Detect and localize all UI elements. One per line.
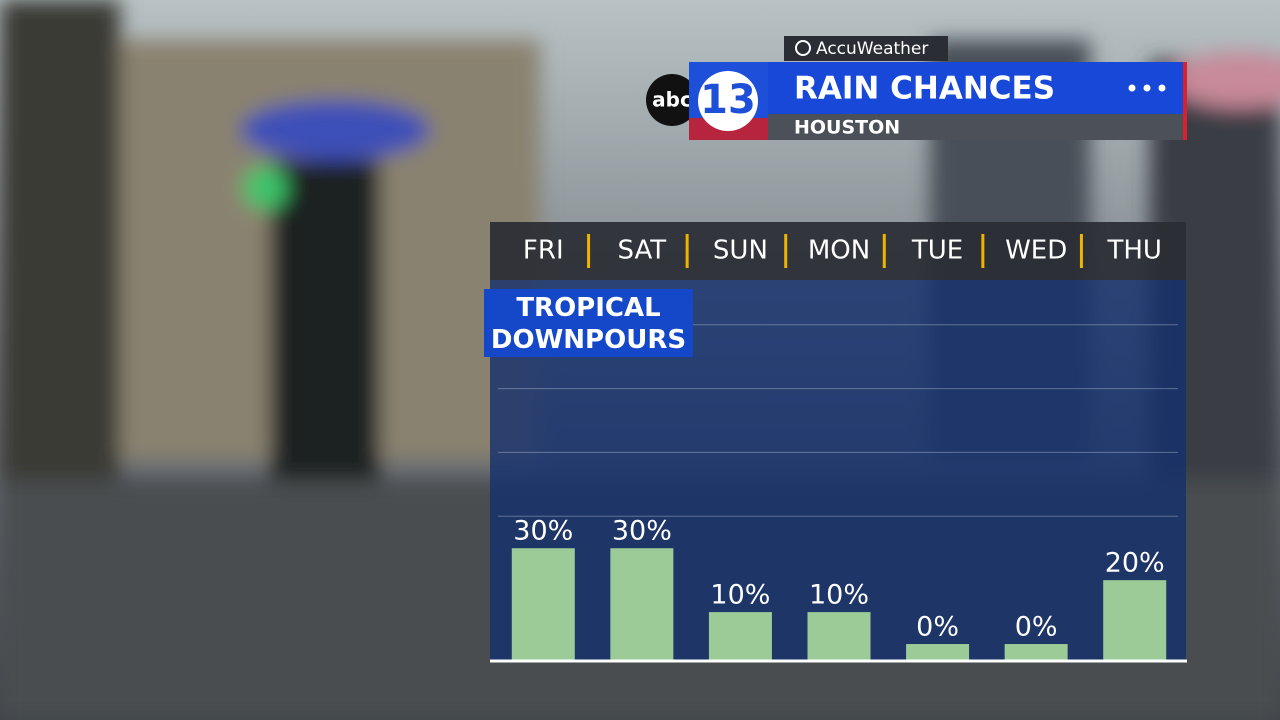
- value-label: 10%: [809, 580, 869, 611]
- value-label: 0%: [916, 612, 959, 643]
- x-tick-label: MON: [808, 236, 870, 266]
- value-label: 30%: [513, 516, 573, 547]
- subtitle-bar: [768, 114, 1186, 140]
- x-tick-label: SAT: [618, 236, 667, 266]
- x-tick-label: SUN: [713, 236, 768, 266]
- bar: [610, 548, 674, 660]
- sun-icon: [795, 40, 811, 56]
- bar: [708, 612, 772, 660]
- x-tick-label: WED: [1005, 236, 1067, 266]
- value-label: 30%: [612, 516, 672, 547]
- edge: [1183, 62, 1187, 140]
- value-label: 0%: [1015, 612, 1058, 643]
- brand: AccuWeather: [816, 39, 928, 59]
- bar: [1103, 580, 1167, 660]
- value-label: 10%: [710, 580, 770, 611]
- logo-circle: [646, 74, 698, 126]
- location: HOUSTON: [794, 117, 900, 139]
- x-tick-label: THU: [1106, 236, 1161, 266]
- bar: [906, 644, 970, 660]
- x-tick-label: FRI: [523, 236, 564, 266]
- x-tick-label: TUE: [911, 236, 963, 266]
- value-label: 20%: [1105, 548, 1165, 579]
- logo-number: 13: [700, 77, 756, 123]
- menu-dots: [1128, 84, 1166, 92]
- day-header: [490, 222, 1186, 280]
- logo-ring: [698, 71, 758, 131]
- annotation: TROPICAL DOWNPOURS: [484, 289, 693, 357]
- title-bar: [768, 62, 1186, 114]
- bar: [1004, 644, 1068, 660]
- bar: [511, 548, 575, 660]
- title: RAIN CHANCES: [794, 71, 1055, 107]
- logo-text: abc: [652, 88, 692, 112]
- brand-tag: [784, 36, 948, 61]
- bar: [807, 612, 871, 660]
